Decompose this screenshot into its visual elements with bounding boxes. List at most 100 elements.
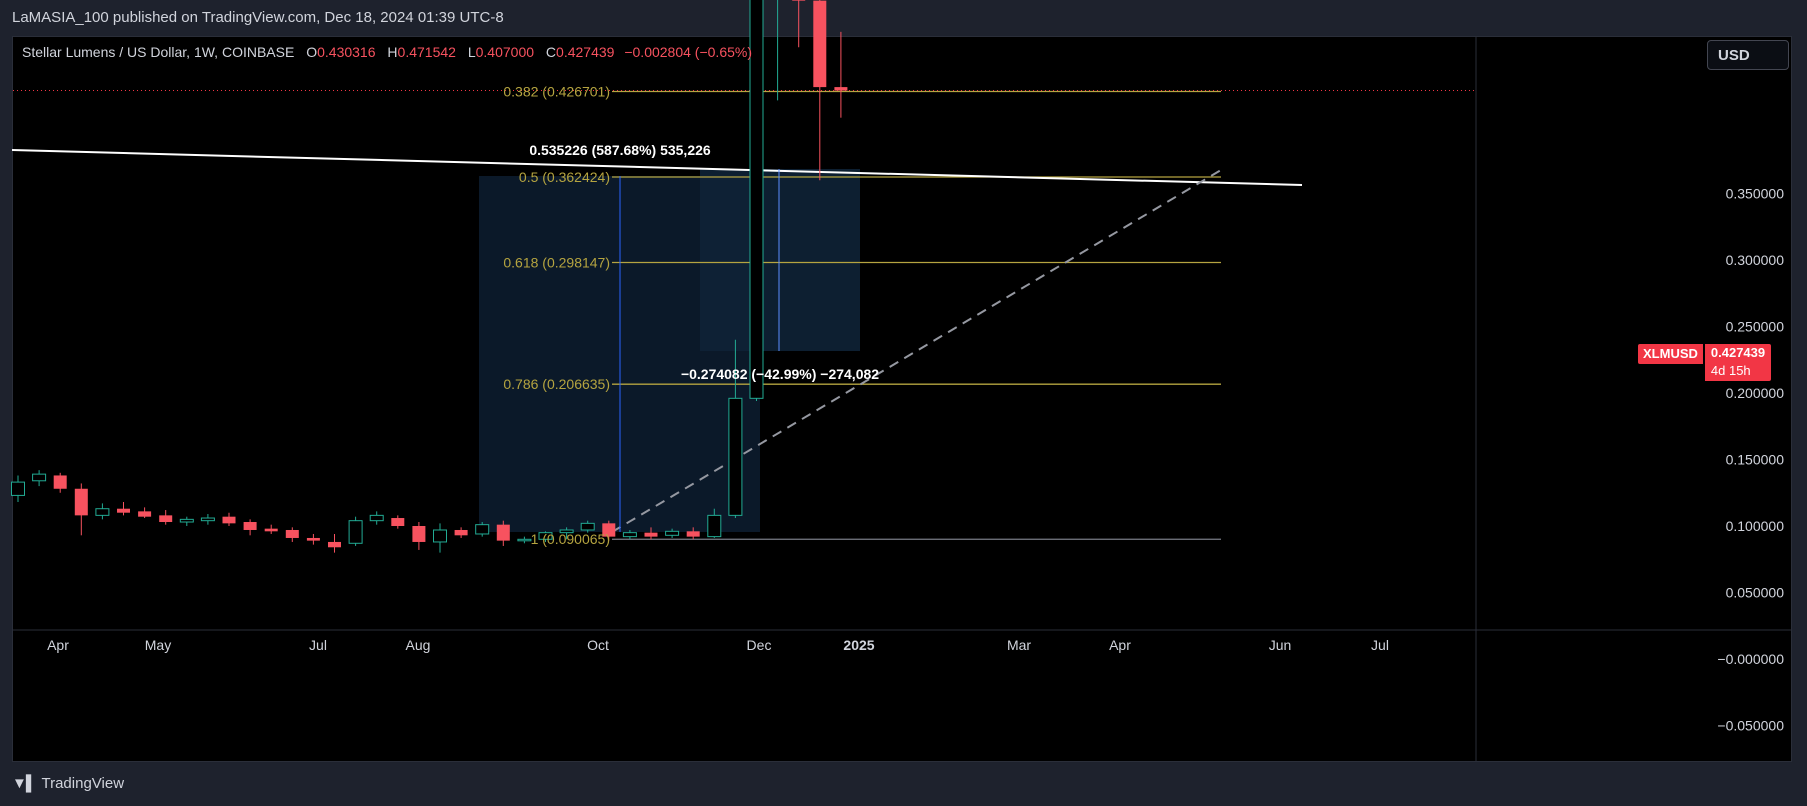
measure-up-label: 0.535226 (587.68%) 535,226 [529, 142, 711, 158]
time-axis-tick-label: Jun [1269, 637, 1292, 653]
candle [348, 516, 363, 546]
candle [328, 533, 341, 553]
candle [95, 503, 110, 520]
candle-body [665, 530, 680, 536]
candle [496, 520, 510, 546]
candle [622, 529, 637, 540]
candle [728, 339, 743, 519]
high-label: H [387, 44, 398, 60]
time-axis-tick-label: Oct [587, 637, 609, 653]
high-value: 0.471542 [397, 44, 456, 60]
price-axis-tick-label: 0.350000 [1726, 186, 1785, 202]
time-axis-tick-label: Aug [406, 637, 431, 653]
candle [454, 527, 468, 538]
low-value: 0.407000 [475, 44, 535, 60]
price-axis-tick-label: 0.150000 [1726, 452, 1785, 468]
close-label: C [545, 44, 557, 60]
price-axis-tick-label: 0.050000 [1726, 585, 1785, 601]
price-axis-tick-label: −0.050000 [1717, 718, 1784, 734]
candle [179, 516, 194, 526]
candle [11, 475, 25, 503]
candle [517, 536, 532, 544]
price-axis-tick-label: 0.250000 [1726, 319, 1785, 335]
price-axis-tick-label: 0.300000 [1726, 252, 1785, 268]
price-tag-symbol: XLMUSD [1638, 344, 1703, 364]
current-price-tag: XLMUSD 0.427439 4d 15h [1638, 344, 1772, 381]
candle [74, 483, 88, 536]
candle [264, 524, 278, 534]
price-tag-countdown: 4d 15h [1710, 363, 1751, 378]
candle-body [328, 541, 341, 548]
candle [285, 527, 299, 542]
candle-body [496, 524, 510, 541]
symbol-legend: Stellar Lumens / US Dollar, 1W, COINBASE… [22, 44, 752, 60]
candle [306, 533, 320, 545]
symbol-description: Stellar Lumens / US Dollar, 1W, COINBASE [22, 44, 295, 60]
candle-body [200, 517, 215, 522]
candle-body [813, 0, 827, 88]
candle-body [686, 531, 700, 537]
candle [580, 520, 595, 533]
candle [433, 523, 447, 553]
candle-body [369, 514, 384, 522]
time-axis-tick-label: Mar [1007, 637, 1031, 653]
candle [813, 0, 827, 181]
candle-body [53, 475, 67, 489]
candle-body [11, 481, 25, 496]
candle-body [580, 522, 595, 531]
candle-body [538, 532, 553, 540]
time-axis-tick-label: 2025 [843, 637, 874, 653]
candle-body [749, 0, 764, 399]
open-label: O [306, 44, 318, 60]
candle [665, 528, 680, 538]
low-label: L [467, 44, 476, 60]
candle [834, 31, 848, 118]
candle [777, 0, 779, 101]
candle-body [433, 529, 447, 543]
candle-body [74, 488, 88, 516]
candle-body [602, 523, 616, 537]
candle-body [792, 0, 806, 1]
candle-body [138, 511, 152, 517]
candle-body [243, 522, 257, 530]
candle-body [95, 508, 110, 516]
candle [559, 527, 574, 540]
footer-bar [0, 762, 1807, 806]
chart-frame[interactable] [12, 36, 1792, 762]
candle [117, 502, 130, 516]
resistance-trendline [11, 149, 1303, 186]
candle [792, 0, 806, 48]
candle-body [707, 514, 722, 538]
time-axis-tick-label: Apr [47, 637, 69, 653]
time-axis-tick-label: May [145, 637, 171, 653]
candle-body [622, 532, 637, 538]
candle [538, 531, 553, 542]
publisher-header: LaMASIA_100 published on TradingView.com… [0, 0, 1807, 36]
fib-level-label: 0.618 (0.298147) [503, 254, 610, 270]
candle [200, 514, 215, 525]
currency-button[interactable]: USD [1707, 40, 1789, 70]
time-axis-tick-label: Jul [309, 637, 327, 653]
tradingview-brand: TradingView [41, 775, 125, 792]
candle-body [117, 508, 130, 513]
candle [644, 527, 658, 540]
candle [53, 472, 67, 493]
candle [749, 0, 764, 401]
candle [222, 512, 236, 526]
change-value: −0.002804 (−0.65%) [624, 44, 752, 60]
candle [602, 520, 616, 541]
tradingview-logo[interactable]: ▼▌ TradingView [12, 775, 124, 792]
candle-body [391, 518, 405, 526]
candle [159, 510, 173, 525]
fib-level-label: 0.786 (0.206635) [503, 376, 610, 392]
close-value: 0.427439 [556, 44, 615, 60]
price-axis-tick-label: 0.100000 [1726, 518, 1785, 534]
measure-down-label: −0.274082 (−42.99%) −274,082 [681, 366, 879, 382]
time-axis-tick-label: Jul [1371, 637, 1389, 653]
candle-body [475, 524, 490, 535]
candle-body [306, 537, 320, 541]
candle-body [348, 520, 363, 544]
candle-body [454, 529, 468, 536]
